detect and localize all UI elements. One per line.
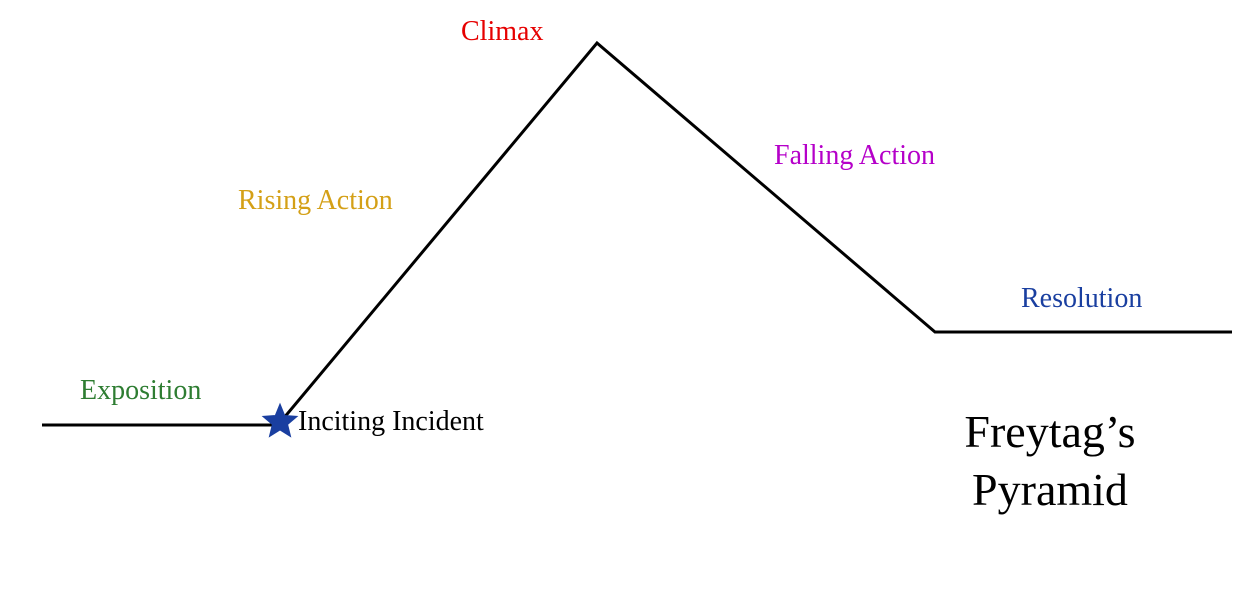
label-exposition: Exposition <box>80 375 201 407</box>
label-resolution: Resolution <box>1021 283 1142 315</box>
label-falling-action: Falling Action <box>774 140 935 172</box>
label-inciting-incident: Inciting Incident <box>298 406 484 438</box>
label-climax: Climax <box>461 16 543 48</box>
diagram-title: Freytag’s Pyramid <box>940 403 1160 519</box>
label-rising-action: Rising Action <box>238 185 393 217</box>
title-line-1: Freytag’s <box>940 403 1160 461</box>
title-line-2: Pyramid <box>940 461 1160 519</box>
freytag-pyramid-diagram: Exposition Inciting Incident Rising Acti… <box>0 0 1243 614</box>
